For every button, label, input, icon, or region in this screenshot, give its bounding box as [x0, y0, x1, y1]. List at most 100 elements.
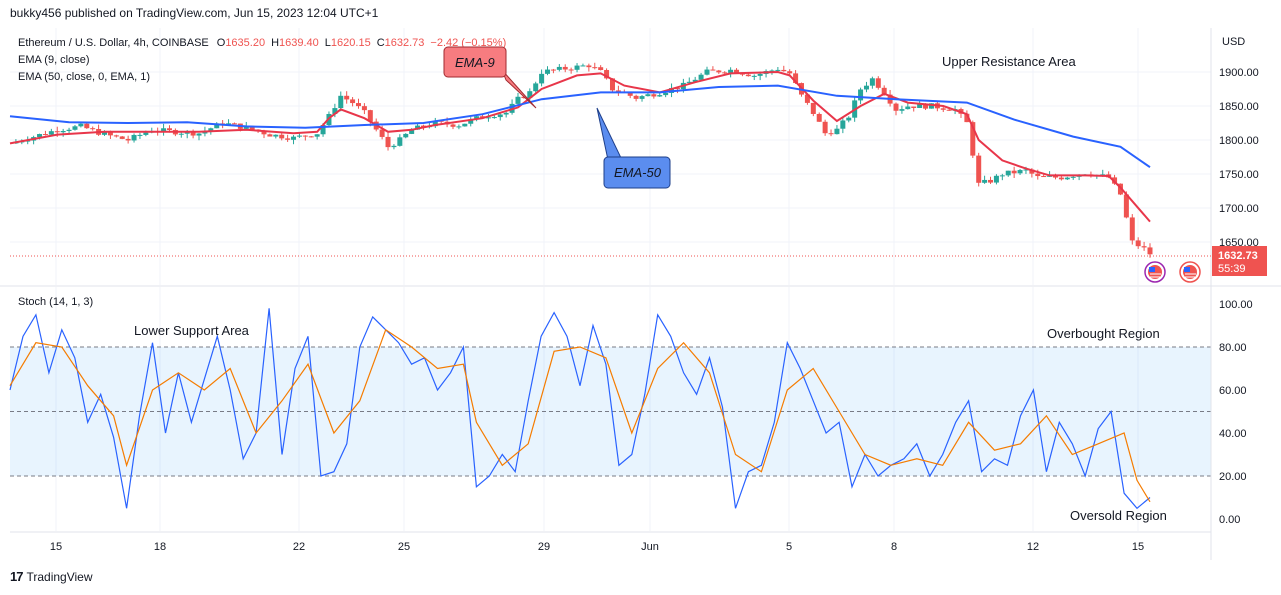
candle-body	[858, 89, 864, 101]
candle-body	[166, 128, 172, 130]
candle-body	[533, 83, 539, 92]
candle-body	[521, 96, 527, 99]
time-tick-label: 25	[398, 541, 410, 553]
us-flag-icon[interactable]	[1179, 261, 1201, 283]
last-price-badge	[1212, 246, 1267, 276]
candle-body	[757, 73, 763, 76]
candle-body	[48, 131, 54, 135]
price-tick-label: 1800.00	[1219, 135, 1259, 147]
candle-body	[1023, 169, 1029, 171]
footer-brand: TradingView	[26, 569, 93, 584]
candle-body	[722, 72, 728, 74]
candle-body	[296, 135, 302, 137]
candle-body	[1058, 177, 1064, 180]
stoch-tick-label: 60.00	[1219, 385, 1247, 397]
candle-body	[456, 126, 462, 128]
candle-body	[143, 132, 149, 135]
price-axis-unit: USD	[1222, 36, 1245, 48]
candle-body	[988, 179, 994, 183]
candle-body	[344, 95, 350, 100]
candle-body	[515, 96, 521, 104]
candle-body	[775, 69, 781, 71]
candle-body	[196, 133, 202, 136]
ema9-callout[interactable]: EMA-9	[443, 46, 537, 109]
candle-body	[391, 145, 397, 148]
candle-body	[899, 109, 905, 111]
stoch-band	[10, 347, 1211, 476]
candle-body	[314, 134, 320, 137]
time-tick-label: 18	[154, 541, 166, 553]
candle-body	[970, 122, 976, 156]
candle-body	[615, 90, 621, 93]
candle-body	[645, 94, 651, 97]
ema50-line	[9, 84, 1151, 169]
candle-body	[869, 78, 875, 86]
candle-body	[828, 133, 834, 135]
candle-body	[822, 121, 828, 134]
legend-stoch: Stoch (14, 1, 3)	[18, 296, 93, 308]
ema9-callout-text: EMA-9	[455, 55, 495, 70]
legend-ema9: EMA (9, close)	[18, 54, 90, 66]
candle-body	[663, 92, 669, 96]
candle-body	[905, 106, 911, 110]
us-flag-icon[interactable]	[1144, 261, 1166, 283]
price-tick-label: 1900.00	[1219, 67, 1259, 79]
time-tick-label: 12	[1027, 541, 1039, 553]
candle-body	[527, 91, 533, 99]
candle-body	[633, 95, 639, 99]
candle-body	[78, 123, 84, 127]
candle-body	[911, 106, 917, 108]
candle-body	[928, 103, 934, 109]
stoch-tick-label: 100.00	[1219, 299, 1253, 311]
candle-body	[420, 125, 426, 128]
candle-body	[332, 108, 338, 114]
candle-body	[503, 112, 509, 115]
legend-symbol: Ethereum / U.S. Dollar, 4h, COINBASE O163…	[18, 37, 506, 49]
candle-body	[545, 69, 551, 74]
time-tick-label: 5	[786, 541, 792, 553]
candle-body	[397, 137, 403, 146]
candle-body	[999, 175, 1005, 177]
candle-body	[976, 155, 982, 183]
time-tick-label: 22	[293, 541, 305, 553]
publisher-header: bukky456 published on TradingView.com, J…	[10, 6, 379, 20]
ema50-callout[interactable]: EMA-50	[596, 107, 671, 189]
candle-body	[302, 135, 308, 137]
candle-body	[651, 94, 657, 97]
tradingview-logo-icon: 17	[10, 569, 24, 584]
candle-body	[816, 113, 822, 122]
price-tick-label: 1700.00	[1219, 203, 1259, 215]
candle-body	[214, 123, 220, 129]
candle-body	[810, 102, 816, 114]
time-axis-ticks[interactable]: 15 18 22 25 29 Jun 5 8 12 15	[50, 541, 1144, 553]
oversold-label: Oversold Region	[1070, 508, 1167, 523]
candle-body	[657, 95, 663, 97]
candle-body	[1052, 175, 1058, 178]
candle-body	[556, 66, 562, 70]
candle-body	[562, 66, 568, 70]
footer[interactable]: 17 TradingView	[10, 569, 93, 584]
stoch-d-line	[9, 328, 1151, 503]
candle-body	[674, 88, 680, 90]
candle-body	[639, 96, 645, 99]
price-axis-ticks[interactable]: 1900.001850.001800.001750.001700.001650.…	[1219, 67, 1259, 249]
candle-body	[698, 74, 704, 80]
candle-body	[716, 70, 722, 73]
candle-body	[90, 128, 96, 130]
stoch-tick-label: 0.00	[1219, 514, 1240, 526]
upper-resistance-label: Upper Resistance Area	[942, 54, 1076, 69]
candle-body	[751, 75, 757, 77]
stoch-tick-label: 40.00	[1219, 428, 1247, 440]
candle-body	[946, 109, 952, 111]
candle-body	[462, 123, 468, 127]
candle-body	[580, 65, 586, 67]
candle-body	[72, 126, 78, 130]
candle-body	[710, 69, 716, 71]
candle-body	[840, 120, 846, 129]
candle-body	[745, 74, 751, 77]
candle-body	[485, 117, 491, 119]
stoch-axis-ticks[interactable]: 100.00 80.00 60.00 40.00 20.00 0.00	[1219, 299, 1253, 526]
candle-body	[1041, 176, 1047, 178]
stoch-k-line	[9, 308, 1151, 510]
